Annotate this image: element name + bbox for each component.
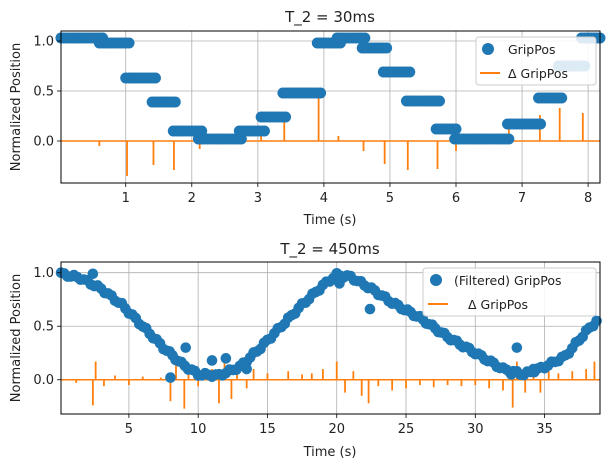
chart-bottom-grippos-point xyxy=(591,315,602,327)
chart-bottom-legend: (Filtered) GripPos Δ GripPos xyxy=(422,267,597,317)
chart-top-xtick-label: 4 xyxy=(320,191,328,206)
chart-top: T_2 = 30ms 1 2 3 4 5 6 7 8 0.0 0.5 1.0 Time (s) N… xyxy=(9,8,606,228)
chart-top-legend-box xyxy=(475,36,597,86)
chart-top-xtick-label: 3 xyxy=(254,191,262,206)
chart-bottom-xtick-label: 10 xyxy=(190,422,207,437)
chart-top-frame xyxy=(60,30,601,184)
chart-top-grippos-point xyxy=(169,96,181,108)
chart-top-xlabel: Time (s) xyxy=(303,213,357,228)
chart-top-grippos-point xyxy=(503,133,515,145)
chart-bottom-legend-box xyxy=(422,267,597,317)
chart-bottom-title: T_2 = 450ms xyxy=(279,240,380,259)
chart-bottom-xtick-label: 20 xyxy=(328,422,345,437)
chart-top-grippos-point xyxy=(359,32,371,44)
chart-bottom-xtick-label: 15 xyxy=(259,422,276,437)
chart-bottom-grippos-point xyxy=(364,303,376,315)
chart-bottom-xtick-label: 30 xyxy=(467,422,484,437)
chart-bottom-grippos-point xyxy=(206,355,218,366)
chart-bottom-xtick-label: 35 xyxy=(536,422,553,437)
chart-top-xtick-label: 5 xyxy=(386,191,394,206)
chart-top-grippos-point xyxy=(404,66,416,78)
chart-top-grippos-series xyxy=(55,32,606,145)
chart-bottom-grippos-point xyxy=(334,278,345,289)
chart-top-legend: GripPos Δ GripPos xyxy=(475,36,597,86)
chart-bottom-grippos-point xyxy=(165,372,176,383)
chart-bottom-xlabel: Time (s) xyxy=(303,445,357,460)
chart-top-yticks: 0.0 0.5 1.0 xyxy=(33,35,61,150)
chart-top-grippos-point xyxy=(315,87,327,99)
chart-top-grippos-point xyxy=(280,111,292,123)
chart-top-ytick-label: 1.0 xyxy=(33,35,54,50)
chart-bottom-grippos-point xyxy=(220,353,232,364)
chart-top-grippos-point xyxy=(556,92,568,104)
chart-top-grippos-point xyxy=(149,72,161,84)
chart-top-ylabel: Normalized Position xyxy=(9,43,24,171)
chart-bottom-legend-grippos-label: (Filtered) GripPos xyxy=(454,273,562,288)
chart-bottom-grippos-point xyxy=(506,369,517,380)
chart-bottom-legend-delta-label: Δ GripPos xyxy=(468,297,528,312)
chart-bottom-ytick-label: 1.0 xyxy=(33,266,54,281)
chart-top-xtick-label: 7 xyxy=(518,191,526,206)
chart-top-legend-delta-label: Δ GripPos xyxy=(508,66,568,81)
chart-top-xtick-label: 8 xyxy=(584,191,592,206)
chart-bottom: T_2 = 450ms 5 10 15 20 25 30 35 0.0 0.5 1.0 Time… xyxy=(9,240,602,460)
chart-top-legend-grippos-marker xyxy=(482,43,494,55)
chart-bottom-xtick-label: 25 xyxy=(398,422,415,437)
chart-top-ytick-label: 0.5 xyxy=(33,85,54,100)
chart-top-xtick-label: 1 xyxy=(122,191,130,206)
chart-bottom-legend-grippos-marker xyxy=(430,274,442,286)
chart-bottom-frame xyxy=(60,261,601,415)
chart-top-grippos-point xyxy=(433,95,445,107)
chart-bottom-grippos-point xyxy=(511,342,523,353)
chart-bottom-ytick-label: 0.0 xyxy=(33,373,54,388)
chart-top-xtick-label: 6 xyxy=(452,191,460,206)
chart-bottom-ytick-label: 0.5 xyxy=(33,320,54,335)
chart-top-legend-grippos-label: GripPos xyxy=(508,42,556,57)
chart-top-xtick-label: 2 xyxy=(188,191,196,206)
chart-top-grippos-point xyxy=(258,125,270,137)
chart-bottom-grippos-point xyxy=(180,342,192,353)
chart-top-ytick-label: 0.0 xyxy=(33,135,54,150)
chart-bottom-grippos-point xyxy=(528,363,539,375)
chart-top-grippos-point xyxy=(123,37,135,49)
chart-bottom-grippos-series xyxy=(55,267,602,383)
chart-top-grippos-point xyxy=(450,123,462,135)
chart-bottom-xticks: 5 10 15 20 25 30 35 xyxy=(125,414,553,437)
chart-bottom-grippos-point xyxy=(241,363,252,375)
chart-top-xticks: 1 2 3 4 5 6 7 8 xyxy=(122,183,592,206)
chart-bottom-ylabel: Normalized Position xyxy=(9,274,24,402)
chart-bottom-xtick-label: 5 xyxy=(125,422,133,437)
chart-top-grippos-point xyxy=(535,118,547,130)
chart-bottom-grippos-point xyxy=(87,268,99,280)
chart-top-grippos-point xyxy=(381,42,393,54)
chart-top-title: T_2 = 30ms xyxy=(284,8,375,27)
chart-bottom-yticks: 0.0 0.5 1.0 xyxy=(33,266,61,388)
